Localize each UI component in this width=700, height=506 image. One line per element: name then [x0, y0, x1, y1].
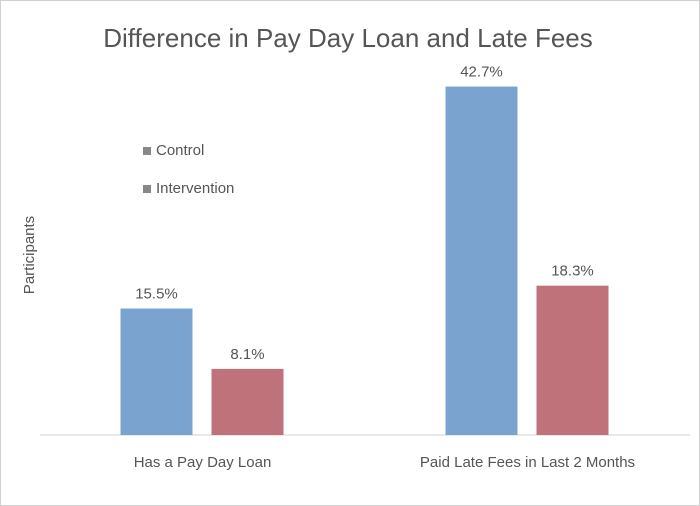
bar	[536, 285, 609, 435]
bar	[120, 308, 193, 435]
x-tick-label: Paid Late Fees in Last 2 Months	[420, 454, 635, 471]
x-tick-label: Has a Pay Day Loan	[134, 454, 272, 471]
legend-marker	[143, 185, 151, 193]
bar	[445, 86, 518, 436]
legend-label: Intervention	[156, 180, 234, 197]
data-label: 18.3%	[551, 263, 594, 280]
data-label: 8.1%	[230, 346, 264, 363]
chart-title: Difference in Pay Day Loan and Late Fees	[103, 23, 593, 53]
legend-label: Control	[156, 142, 204, 159]
bar	[211, 368, 284, 435]
y-axis-label: Participants	[21, 216, 38, 294]
legend-marker	[143, 147, 151, 155]
data-label: 42.7%	[460, 64, 503, 81]
data-label: 15.5%	[135, 285, 178, 302]
